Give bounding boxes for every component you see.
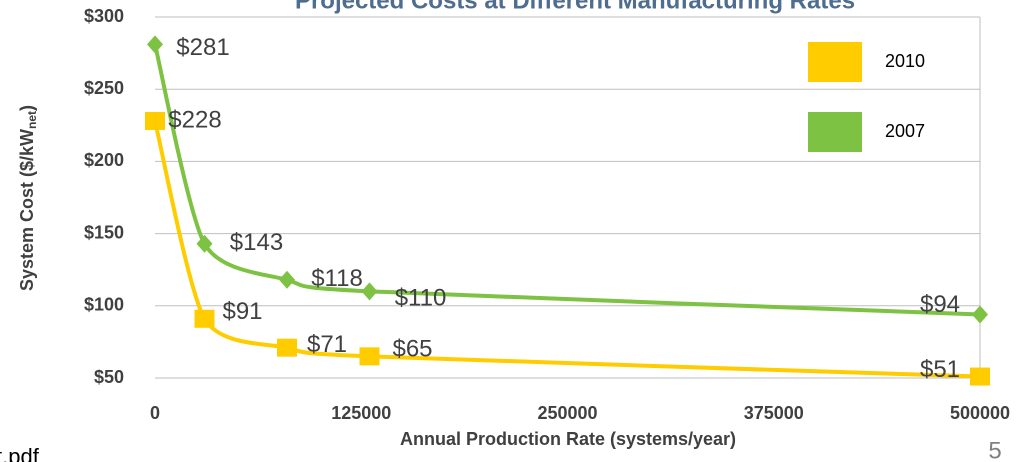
x-tick-label: 0 [150,403,160,423]
legend-label: 2007 [885,121,925,141]
legend-swatch [808,42,862,82]
marker [277,338,297,357]
y-tick-label: $150 [84,222,124,242]
page-number: 5 [988,437,1001,462]
series-line [153,43,981,317]
y-tick-label: $200 [84,150,124,170]
x-axis-label: Annual Production Rate (systems/year) [400,429,736,449]
marker [145,111,165,130]
data-label: $91 [222,298,262,325]
y-label-sub: net [25,111,39,129]
y-tick-label: $250 [84,78,124,98]
marker [279,270,295,289]
data-label: $281 [176,34,229,61]
data-label: $94 [920,291,960,318]
y-tick-label: $50 [94,367,124,387]
y-tick-label: $100 [84,295,124,315]
marker [194,309,215,328]
marker [972,305,988,324]
marker [359,347,380,366]
data-label: $228 [168,106,221,133]
marker [970,367,990,386]
y-tick-label: $300 [84,6,124,26]
data-label: $110 [395,285,447,312]
data-label: $143 [230,229,283,256]
y-label-part: System Cost ($/kW [17,129,37,291]
legend-label: 2010 [885,51,925,71]
data-label: $71 [307,331,347,358]
marker [147,35,163,54]
marker [196,234,213,253]
y-axis-label: System Cost ($/kWnet) [17,105,39,291]
chart-title: Projected Costs at Different Manufacturi… [295,0,855,14]
data-label: $51 [920,356,960,383]
x-tick-label: 375000 [744,403,804,423]
series-line [153,120,981,379]
data-label: $118 [311,265,363,292]
marker [361,282,378,301]
x-tick-label: 500000 [950,403,1010,423]
y-label-part: ) [17,105,37,111]
legend-swatch [808,112,862,152]
x-tick-label: 125000 [331,403,391,423]
footer-text: t.pdf [0,444,40,462]
data-label: $65 [392,336,432,363]
x-tick-label: 250000 [537,403,597,423]
